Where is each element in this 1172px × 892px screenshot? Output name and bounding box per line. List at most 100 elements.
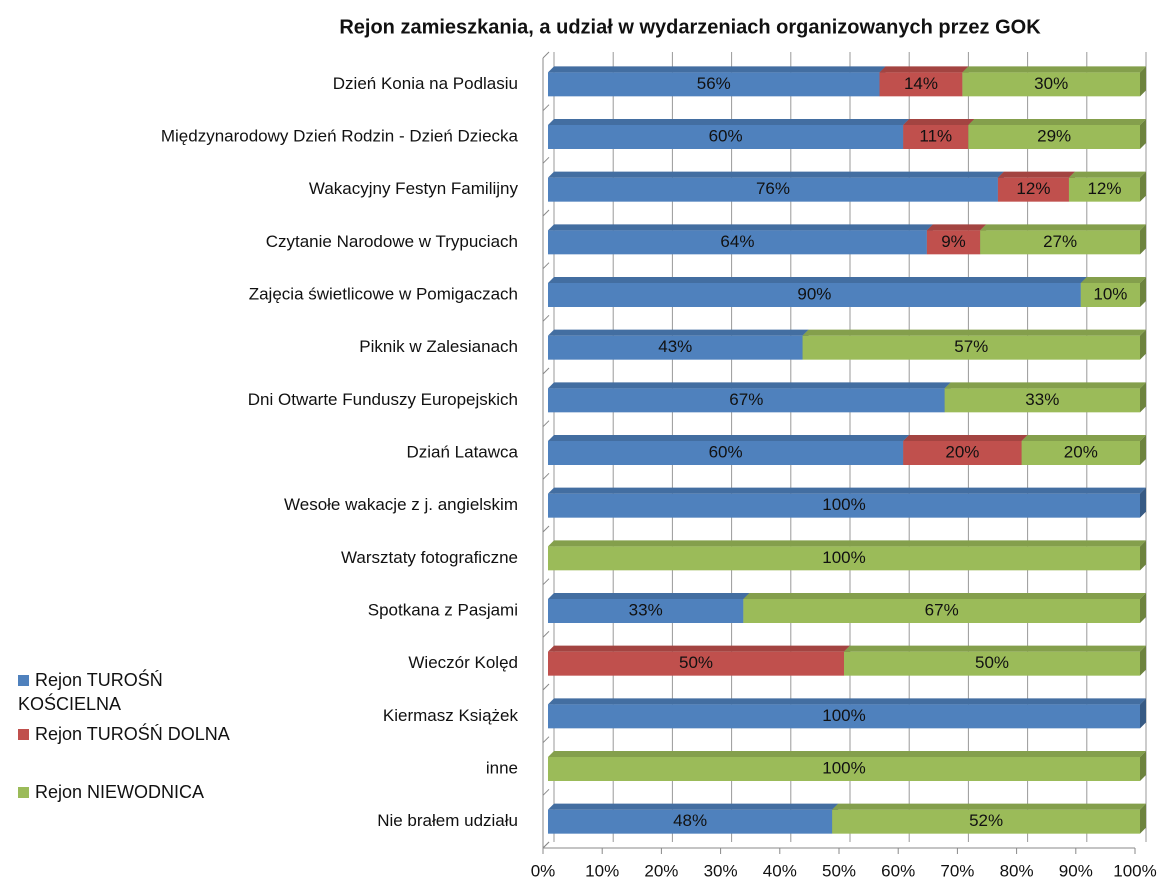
x-tick-label: 90% [1059,861,1093,880]
bar-top [944,382,1146,389]
y-tick-mark [542,736,550,744]
data-label: 11% [919,126,952,145]
y-tick-mark [542,841,550,849]
bar-top [548,540,1146,547]
bar-segment [548,329,809,360]
bar-segment [548,66,886,97]
legend-swatch [18,787,29,798]
bar-segment [548,171,1004,202]
bar-top [879,66,969,73]
bar-end [1140,487,1146,518]
x-tick-label: 50% [822,861,856,880]
bar-segment [962,66,1146,97]
bar-end [1140,751,1146,781]
bar-top [1021,435,1146,441]
bar-top [980,224,1146,231]
data-label: 50% [975,653,1009,672]
bar-front [997,177,1069,202]
bar-top [962,66,1146,73]
bar-front [944,388,1140,413]
bar-end [1140,224,1146,255]
bar-front [968,125,1140,149]
bar-segment [548,698,1146,729]
bar-top [548,593,750,599]
y-tick-mark [542,156,550,164]
x-tick-label: 40% [763,861,797,880]
legend-item: Rejon TUROŚŃ DOLNA [18,722,243,746]
x-tick-label: 0% [531,861,556,880]
chart-title: Rejon zamieszkania, a udział w wydarzeni… [339,16,1041,38]
bar-segment [548,277,1087,307]
bar-end [1140,645,1146,676]
bar-segment [903,435,1028,465]
legend-item: Rejon TUROŚŃ KOŚCIELNA [18,668,243,716]
bar-end [1140,382,1146,413]
data-label: 33% [1025,390,1059,409]
y-tick-mark [542,104,550,112]
data-label: 20% [945,442,979,461]
bar-top [548,382,951,389]
data-label: 57% [954,337,988,356]
x-tick-label: 80% [1000,861,1034,880]
legend-label: Rejon TUROŚŃ DOLNA [35,724,230,744]
bar-segment [743,593,1146,623]
bar-segment [1080,277,1146,307]
bar-end [1140,329,1146,360]
bar-top [548,487,1146,494]
bar-segment [548,540,1146,571]
y-tick-mark [542,420,550,428]
bar-front [548,441,904,465]
data-label: 100% [822,548,865,567]
y-tick-label: Dni Otwarte Funduszy Europejskich [248,390,518,409]
bar-top [832,803,1146,810]
data-label: 12% [1016,179,1050,198]
data-label: 64% [720,232,754,251]
data-label: 12% [1087,179,1121,198]
bar-segment [832,803,1146,834]
bar-top [743,593,1146,599]
data-label: 100% [822,758,865,777]
x-tick-label: 100% [1113,861,1156,880]
bar-end [1140,803,1146,834]
y-tick-mark [542,525,550,533]
bar-front [548,388,945,413]
bar-top [997,171,1075,178]
bar-front [548,704,1140,729]
bar-top [548,751,1146,757]
bar-segment [980,224,1146,255]
bar-front [548,599,744,623]
data-label: 33% [629,600,663,619]
bar-front [1021,441,1140,465]
bar-front [743,599,1140,623]
bar-front [548,493,1140,518]
bar-top [903,435,1028,441]
bar-top [548,803,839,810]
x-tick-label: 10% [585,861,619,880]
y-tick-mark [542,51,550,59]
legend-swatch [18,729,29,740]
y-tick-label: Spotkana z Pasjami [368,600,518,619]
bar-front [802,335,1140,360]
data-label: 56% [697,74,731,93]
bar-segment [548,645,850,676]
bar-segment [968,119,1146,149]
bar-front [1068,177,1140,202]
bar-segment [548,751,1146,781]
bar-segment [548,593,750,623]
bar-end [1140,540,1146,571]
bar-top [903,119,975,125]
data-label: 60% [709,126,743,145]
bar-front [548,809,833,834]
data-label: 100% [822,706,865,725]
data-label: 90% [797,284,831,303]
y-tick-label: Wieczór Kolęd [408,653,518,672]
bar-segment [1021,435,1146,465]
data-label: 48% [673,811,707,830]
data-label: 29% [1037,126,1071,145]
bar-front [548,177,998,202]
bar-front [926,230,981,255]
data-label: 76% [756,179,790,198]
bar-front [548,72,880,97]
bar-front [548,757,1140,781]
bar-end [1140,593,1146,623]
